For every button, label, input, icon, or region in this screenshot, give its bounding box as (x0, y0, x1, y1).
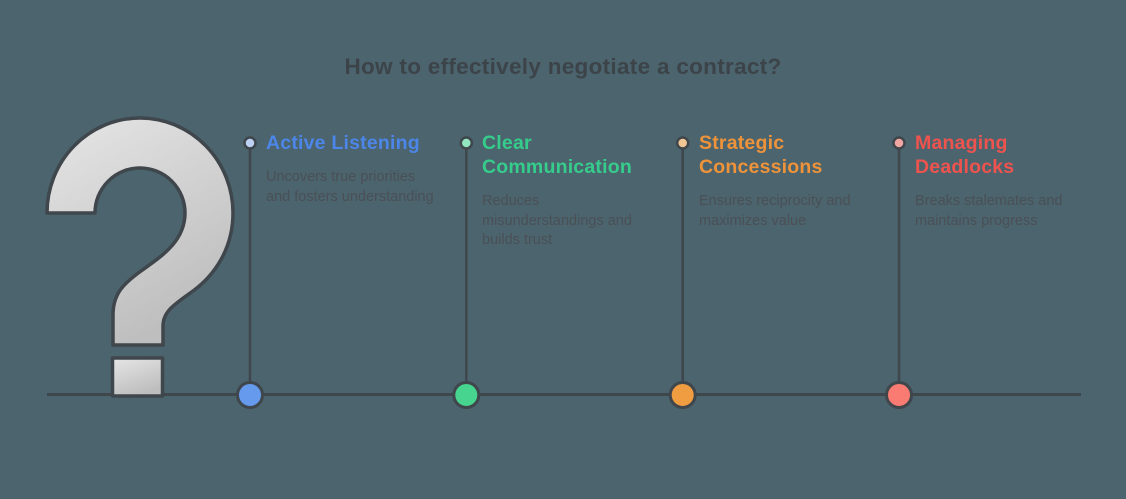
step-description: Reduces misunderstandings and builds tru… (482, 193, 632, 248)
step-description: Uncovers true priorities and fosters und… (266, 169, 434, 205)
step-top-dot (243, 136, 257, 150)
step-column-strategic-concessions: Strategic Concessions Ensures reciprocit… (699, 131, 871, 231)
step-circle (236, 381, 264, 409)
step-circle (452, 381, 481, 409)
step-top-dot (892, 136, 906, 150)
step-title: Active Listening (266, 132, 420, 154)
page-title: How to effectively negotiate a contract? (344, 54, 782, 79)
step-column-managing-deadlocks: Managing Deadlocks Breaks stalemates and… (915, 131, 1087, 231)
step-title: Strategic Concessions (699, 132, 823, 178)
step-circle (668, 381, 697, 409)
step-top-dot (459, 136, 474, 150)
step-column-clear-communication: Clear Communication Reduces misunderstan… (482, 131, 654, 251)
step-description: Ensures reciprocity and maximizes value (699, 193, 851, 229)
question-mark-icon (45, 116, 235, 347)
step-title: Managing Deadlocks (915, 132, 1015, 178)
step-column-active-listening: Active Listening Uncovers true prioritie… (266, 131, 438, 207)
step-circle (885, 381, 913, 409)
question-mark-dot (110, 356, 165, 398)
step-description: Breaks stalemates and maintains progress (915, 193, 1063, 229)
step-title: Clear Communication (482, 132, 632, 178)
step-top-dot (675, 136, 690, 150)
